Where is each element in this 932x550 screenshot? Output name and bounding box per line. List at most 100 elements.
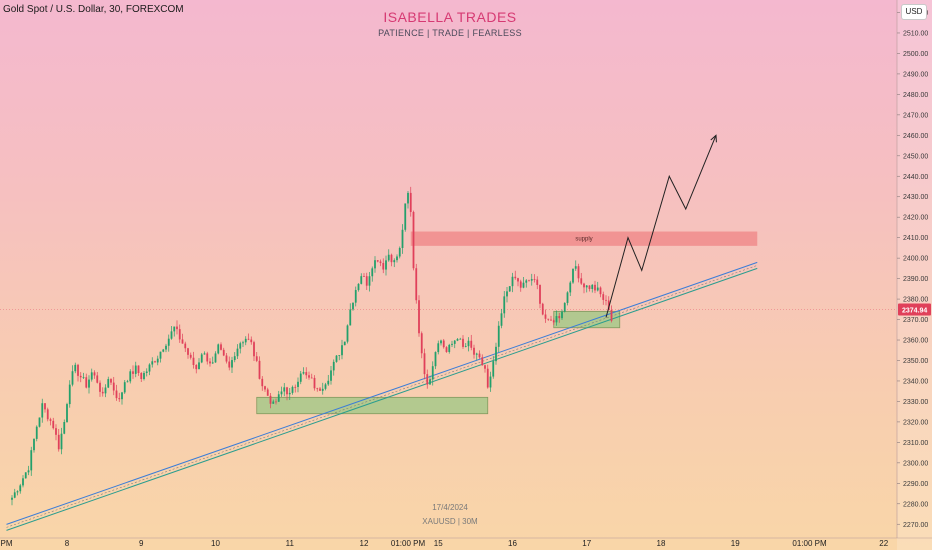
candle-body — [192, 357, 195, 365]
candle-body — [104, 387, 107, 394]
demand-zone-1 — [256, 396, 489, 415]
candle-body — [390, 254, 393, 263]
candle-body — [222, 349, 225, 356]
candle-body — [374, 260, 376, 269]
candle-body — [412, 211, 415, 269]
candle-body — [558, 316, 561, 319]
candle-body — [280, 391, 283, 395]
candle-body — [437, 343, 440, 353]
candle-body — [277, 394, 280, 402]
candle-body — [22, 478, 24, 486]
x-tick-label: 17 — [582, 539, 591, 548]
symbol-title[interactable]: Gold Spot / U.S. Dollar, 30, FOREXCOM — [3, 4, 184, 15]
candle-body — [484, 365, 486, 369]
candle-body — [170, 331, 173, 339]
candle-body — [19, 485, 22, 492]
candle-body — [396, 256, 398, 261]
candle-body — [607, 300, 610, 310]
candle-body — [181, 339, 184, 344]
candle-body — [514, 276, 517, 279]
candle-body — [313, 377, 316, 389]
projection-layer — [605, 134, 717, 318]
candle-body — [294, 386, 297, 388]
candle-body — [203, 353, 206, 355]
candle-body — [569, 282, 572, 293]
candle-body — [407, 192, 409, 204]
candle-body — [148, 364, 151, 372]
candle-body — [187, 348, 189, 355]
currency-button[interactable]: USD — [901, 4, 927, 20]
candle-body — [308, 375, 310, 378]
y-tick-label: 2440.00 — [903, 174, 928, 181]
x-tick-label: 9 — [139, 539, 144, 548]
y-tick-label: 2480.00 — [903, 92, 928, 99]
candle-body — [324, 384, 327, 389]
projection-arrowhead — [710, 134, 717, 143]
candle-body — [38, 417, 41, 427]
candle-body — [591, 284, 594, 289]
candle-body — [250, 339, 253, 343]
candle-body — [429, 379, 431, 385]
candle-body — [173, 326, 176, 332]
candle-body — [242, 342, 244, 344]
candle-body — [33, 438, 35, 451]
candle-body — [332, 361, 335, 371]
candle-layer — [11, 186, 613, 506]
candle-body — [121, 392, 123, 400]
candle-body — [368, 276, 371, 286]
x-tick-label: 15 — [434, 539, 443, 548]
candle-body — [167, 338, 170, 346]
candle-body — [231, 360, 233, 368]
x-tick-label: 00 PM — [0, 539, 13, 548]
candle-body — [115, 390, 118, 399]
x-tick-label: 19 — [731, 539, 740, 548]
candle-body — [49, 419, 52, 421]
price-axis-panel — [897, 0, 932, 550]
candle-body — [566, 292, 569, 303]
candle-body — [253, 342, 255, 357]
candle-body — [46, 409, 49, 420]
candle-body — [426, 374, 429, 385]
candle-body — [82, 377, 85, 379]
candle-body — [118, 398, 121, 400]
candle-body — [561, 311, 563, 319]
candle-body — [495, 346, 497, 362]
candle-body — [184, 343, 187, 349]
candle-body — [470, 340, 473, 348]
candle-body — [225, 355, 228, 362]
candle-body — [588, 285, 591, 289]
candle-body — [503, 296, 506, 314]
candle-body — [550, 319, 552, 321]
candle-body — [393, 260, 396, 263]
watermark-symbol: XAUUSD | 30M — [422, 517, 478, 526]
y-tick-label: 2420.00 — [903, 215, 928, 222]
candle-body — [77, 364, 79, 376]
candle-body — [159, 351, 162, 359]
x-tick-label: 10 — [211, 539, 220, 548]
x-tick-label: 18 — [657, 539, 666, 548]
candle-body — [44, 403, 46, 410]
y-tick-label: 2390.00 — [903, 276, 928, 283]
last-price-label: 2374.94 — [902, 307, 927, 314]
candle-body — [448, 344, 451, 352]
candle-body — [35, 426, 38, 439]
candle-body — [327, 380, 330, 385]
candle-body — [299, 373, 302, 382]
candle-body — [346, 325, 349, 342]
watermark-date: 17/4/2024 — [432, 503, 468, 512]
candle-body — [596, 287, 599, 291]
projection-path — [605, 135, 717, 318]
y-tick-label: 2290.00 — [903, 481, 928, 488]
candle-body — [363, 276, 365, 277]
candle-body — [467, 340, 470, 347]
candle-body — [517, 278, 519, 282]
candle-body — [236, 348, 239, 357]
candle-body — [217, 344, 220, 354]
candle-body — [445, 347, 448, 352]
x-tick-label: 11 — [286, 539, 295, 548]
candle-body — [123, 382, 126, 393]
candle-body — [269, 395, 272, 404]
y-tick-label: 2450.00 — [903, 153, 928, 160]
